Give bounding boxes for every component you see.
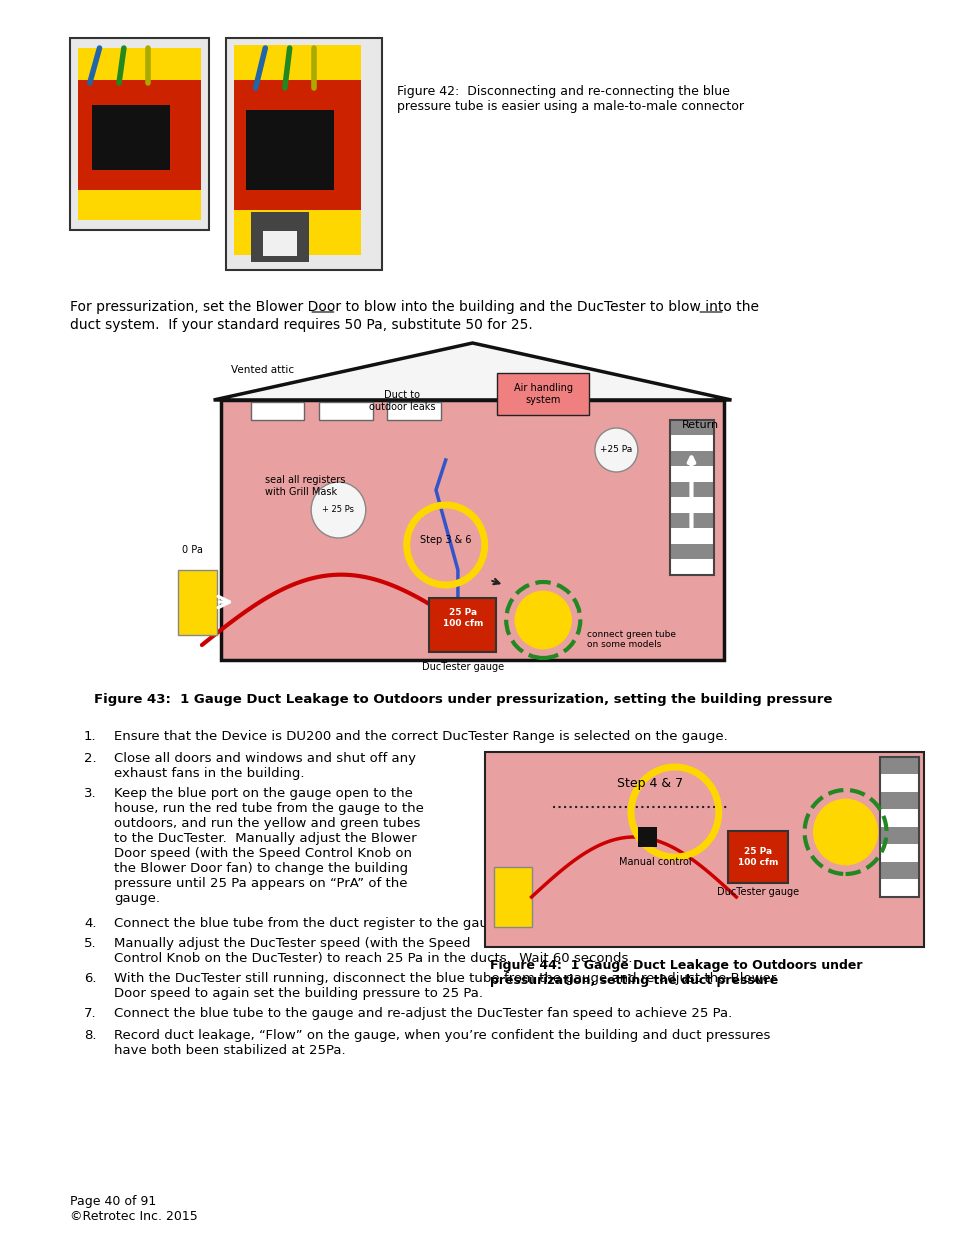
Text: Manual control: Manual control (618, 857, 691, 867)
Text: Figure 43:  1 Gauge Duct Leakage to Outdoors under pressurization, setting the b: Figure 43: 1 Gauge Duct Leakage to Outdo… (93, 693, 831, 706)
FancyBboxPatch shape (879, 879, 918, 897)
FancyBboxPatch shape (669, 529, 713, 543)
Text: DucTester gauge: DucTester gauge (421, 662, 503, 672)
Text: connect green tube
on some models: connect green tube on some models (586, 630, 676, 650)
Text: Ensure that the Device is DU200 and the correct DucTester Range is selected on t: Ensure that the Device is DU200 and the … (114, 730, 727, 743)
FancyBboxPatch shape (263, 231, 297, 256)
Text: Page 40 of 91: Page 40 of 91 (71, 1195, 156, 1208)
FancyBboxPatch shape (879, 774, 918, 792)
FancyBboxPatch shape (669, 496, 713, 513)
FancyBboxPatch shape (879, 809, 918, 827)
FancyBboxPatch shape (669, 451, 713, 467)
FancyBboxPatch shape (727, 831, 787, 883)
FancyBboxPatch shape (318, 403, 373, 420)
Text: Close all doors and windows and shut off any
exhaust fans in the building.: Close all doors and windows and shut off… (114, 752, 416, 781)
FancyBboxPatch shape (669, 435, 713, 451)
Text: Manually adjust the DucTester speed (with the Speed
Control Knob on the DucTeste: Manually adjust the DucTester speed (wit… (114, 937, 632, 965)
FancyBboxPatch shape (233, 80, 360, 210)
FancyBboxPatch shape (879, 844, 918, 862)
Text: Step 4 & 7: Step 4 & 7 (617, 777, 683, 790)
Text: Figure 44:  1 Gauge Duct Leakage to Outdoors under
pressurization, setting the d: Figure 44: 1 Gauge Duct Leakage to Outdo… (489, 960, 862, 987)
FancyBboxPatch shape (78, 80, 201, 190)
FancyBboxPatch shape (638, 827, 657, 847)
FancyBboxPatch shape (494, 867, 531, 927)
FancyBboxPatch shape (246, 110, 334, 190)
FancyBboxPatch shape (669, 559, 713, 576)
Text: ©Retrotec Inc. 2015: ©Retrotec Inc. 2015 (71, 1210, 198, 1223)
Text: 25 Pa
100 cfm: 25 Pa 100 cfm (442, 609, 482, 627)
Text: 5.: 5. (84, 937, 96, 950)
Text: 1.: 1. (84, 730, 96, 743)
Text: Connect the blue tube from the duct register to the gauge.: Connect the blue tube from the duct regi… (114, 918, 509, 930)
FancyBboxPatch shape (669, 466, 713, 482)
Polygon shape (213, 343, 731, 400)
Text: 4.: 4. (84, 918, 96, 930)
Text: Duct to
outdoor leaks: Duct to outdoor leaks (368, 390, 435, 411)
Circle shape (595, 429, 638, 472)
FancyBboxPatch shape (879, 862, 918, 879)
Circle shape (814, 800, 876, 864)
Text: 2.: 2. (84, 752, 96, 764)
Text: 6.: 6. (84, 972, 96, 986)
FancyBboxPatch shape (251, 403, 304, 420)
Text: 3.: 3. (84, 787, 96, 800)
Circle shape (311, 482, 365, 538)
FancyBboxPatch shape (879, 826, 918, 845)
FancyBboxPatch shape (879, 757, 918, 774)
Text: Figure 42:  Disconnecting and re-connecting the blue
pressure tube is easier usi: Figure 42: Disconnecting and re-connecti… (396, 85, 743, 112)
Text: 7.: 7. (84, 1007, 96, 1020)
Circle shape (516, 592, 570, 648)
FancyBboxPatch shape (429, 598, 496, 652)
Text: Step 3 & 6: Step 3 & 6 (419, 535, 471, 545)
Text: seal all registers
with Grill Mask: seal all registers with Grill Mask (265, 475, 345, 496)
Text: 25 Pa
100 cfm: 25 Pa 100 cfm (737, 847, 777, 867)
FancyBboxPatch shape (669, 543, 713, 559)
FancyBboxPatch shape (226, 38, 382, 270)
Text: Vented attic: Vented attic (231, 366, 294, 375)
FancyBboxPatch shape (669, 513, 713, 529)
FancyBboxPatch shape (233, 44, 360, 254)
Text: + 25 Ps: + 25 Ps (322, 505, 355, 515)
FancyBboxPatch shape (879, 792, 918, 809)
Text: Air handling
system: Air handling system (514, 383, 572, 405)
FancyBboxPatch shape (669, 420, 713, 436)
Polygon shape (221, 400, 723, 659)
FancyBboxPatch shape (71, 38, 209, 230)
Text: Keep the blue port on the gauge open to the
house, run the red tube from the gau: Keep the blue port on the gauge open to … (114, 787, 423, 905)
FancyBboxPatch shape (387, 403, 440, 420)
Text: DucTester gauge: DucTester gauge (716, 887, 798, 897)
FancyBboxPatch shape (251, 212, 309, 262)
Text: Return: Return (681, 420, 718, 430)
FancyBboxPatch shape (669, 482, 713, 498)
Text: Connect the blue tube to the gauge and re-adjust the DucTester fan speed to achi: Connect the blue tube to the gauge and r… (114, 1007, 732, 1020)
Text: With the DucTester still running, disconnect the blue tube from the gauge and re: With the DucTester still running, discon… (114, 972, 776, 1000)
Text: 8.: 8. (84, 1029, 96, 1042)
FancyBboxPatch shape (497, 373, 588, 415)
Text: For pressurization, set the Blower Door to blow into the building and the DucTes: For pressurization, set the Blower Door … (71, 300, 759, 314)
Text: 0 Pa: 0 Pa (181, 545, 202, 555)
Text: +25 Pa: +25 Pa (599, 446, 632, 454)
Text: Record duct leakage, “Flow” on the gauge, when you’re confident the building and: Record duct leakage, “Flow” on the gauge… (114, 1029, 770, 1057)
FancyBboxPatch shape (91, 105, 170, 170)
FancyBboxPatch shape (484, 752, 923, 947)
FancyBboxPatch shape (177, 571, 216, 635)
Text: duct system.  If your standard requires 50 Pa, substitute 50 for 25.: duct system. If your standard requires 5… (71, 317, 533, 332)
FancyBboxPatch shape (78, 48, 201, 220)
